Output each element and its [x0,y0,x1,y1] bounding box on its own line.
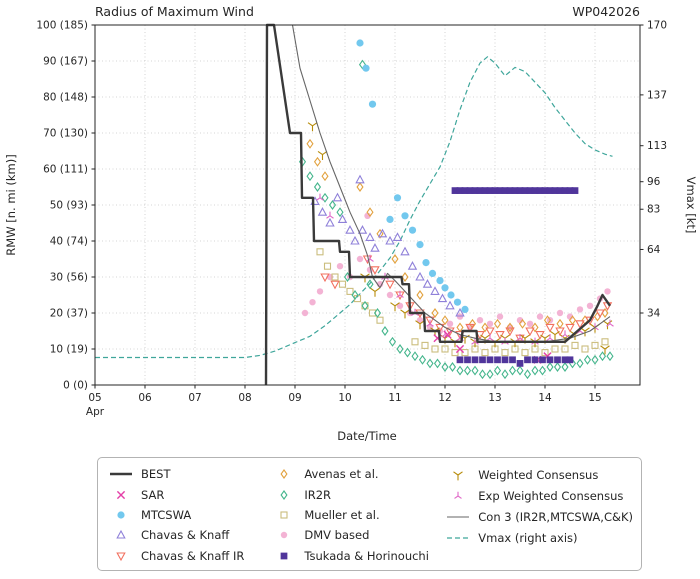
legend-item-exp_weighted_consensus: Exp Weighted Consensus [445,486,635,505]
y-tick-label: 10 (19) [50,344,88,356]
y-tick-label: 80 (148) [43,92,88,104]
legend-column-2: Weighted Consensus Exp Weighted Consensus… [445,465,635,565]
legend-marker-weighted_consensus-icon [453,470,464,480]
x-tick-label: 12 [438,392,451,404]
legend-label-exp_weighted_consensus: Exp Weighted Consensus [478,488,624,503]
legend-item-best: BEST [108,465,271,483]
series-chavas_knaff_ir [320,255,613,344]
x-tick-label: 05 [88,392,101,404]
legend-item-ir2r: IR2R [271,485,445,503]
legend-label-con3: Con 3 (IR2R,MTCSWA,C&K) [478,509,633,524]
y-tick-label: 60 (111) [43,164,88,176]
legend-label-vmax: Vmax (right axis) [478,530,578,545]
legend-label-chavas_knaff: Chavas & Knaff [141,528,230,543]
y2-tick-label: 83 [647,204,660,216]
x-tick-label: 11 [388,392,401,404]
axes: 0 (0) 10 (19) 20 (37) 30 (56) 40 (74) 50 (93)… [36,20,667,419]
legend-item-chavas_knaff_ir: Chavas & Knaff IR [108,547,271,565]
series-dmv [301,212,611,335]
legend: BEST SAR MTCSWA Chavas & Knaff Chavas & Knaf… [97,457,642,571]
legend-item-con3: Con 3 (IR2R,MTCSWA,C&K) [445,507,635,526]
legend-column-1: Avenas et al. IR2R Mueller et al. DMV based… [271,465,445,565]
legend-item-vmax: Vmax (right axis) [445,528,635,547]
legend-item-dmv: DMV based [271,526,445,544]
series-vmax [95,56,613,359]
series-chavas_knaff [310,174,465,317]
legend-label-dmv: DMV based [304,528,370,543]
legend-marker-best-icon [110,473,132,476]
storm-id: WP042026 [572,4,640,19]
legend-marker-mueller-icon [280,511,288,519]
y-tick-label: 100 (185) [36,20,88,32]
legend-marker-tsukada-icon [280,552,288,560]
series-mtcswa [356,39,469,313]
x-tick-label: 07 [188,392,201,404]
y-axis-label-right: Vmax [kt] [684,177,698,234]
x-tick-sublabel: Apr [86,406,105,418]
legend-marker-exp_weighted_consensus-icon [454,491,463,499]
legend-marker-mtcswa-icon [117,511,125,519]
legend-label-mueller: Mueller et al. [304,508,380,523]
x-tick-label: 13 [488,392,501,404]
legend-item-weighted_consensus: Weighted Consensus [445,465,635,484]
legend-column-0: BEST SAR MTCSWA Chavas & Knaff Chavas & Knaf… [108,465,271,565]
y2-tick-label: 64 [647,244,661,256]
legend-label-avenas: Avenas et al. [304,467,379,482]
y-tick-label: 50 (93) [50,200,88,212]
plot-area: 0 (0) 10 (19) 20 (37) 30 (56) 40 (74) 50 (93)… [36,20,667,419]
legend-label-chavas_knaff_ir: Chavas & Knaff IR [141,548,245,563]
legend-marker-chavas_knaff-icon [116,530,126,539]
series-ir2r [298,59,614,380]
x-tick-label: 06 [138,392,152,404]
legend-marker-dmv-icon [281,532,288,539]
y2-tick-label: 34 [647,308,661,320]
y2-tick-label: 113 [647,140,667,152]
x-tick-label: 10 [338,392,351,404]
y2-tick-label: 96 [647,176,661,188]
y-axis-label-left: RMW [n. mi (km)] [4,154,18,255]
y2-tick-label: 137 [647,89,667,101]
y-tick-label: 30 (56) [50,272,88,284]
legend-marker-avenas-icon [280,469,288,480]
legend-label-mtcswa: MTCSWA [141,508,192,523]
y-tick-label: 90 (167) [43,56,88,68]
legend-marker-vmax-icon [447,536,470,539]
legend-label-best: BEST [141,467,171,482]
legend-marker-chavas_knaff_ir-icon [116,552,126,561]
legend-item-sar: SAR [108,485,271,503]
x-tick-label: 09 [288,392,301,404]
legend-label-weighted_consensus: Weighted Consensus [478,467,599,482]
legend-label-ir2r: IR2R [304,487,332,502]
x-tick-label: 14 [538,392,552,404]
legend-item-chavas_knaff: Chavas & Knaff [108,526,271,544]
y-tick-label: 0 (0) [63,380,88,392]
legend-item-mueller: Mueller et al. [271,506,445,524]
y-tick-label: 20 (37) [50,308,88,320]
rmw-chart: Radius of Maximum Wind WP042026 RMW [n. … [4,4,698,443]
y-tick-label: 70 (130) [43,128,88,140]
legend-label-tsukada: Tsukada & Horinouchi [304,548,429,563]
series-tsukada [451,187,579,367]
y2-tick-label: 170 [647,20,667,32]
legend-marker-ir2r-icon [280,489,288,500]
legend-label-sar: SAR [141,487,165,502]
series-best [264,23,611,386]
x-axis-label: Date/Time [337,429,397,443]
legend-marker-con3-icon [447,515,470,518]
x-tick-label: 15 [588,392,601,404]
legend-item-mtcswa: MTCSWA [108,506,271,524]
chart-title: Radius of Maximum Wind [95,4,254,19]
legend-item-avenas: Avenas et al. [271,465,445,483]
series-exp_weighted_consensus [316,193,614,345]
x-tick-label: 08 [238,392,251,404]
legend-marker-sar-icon [116,490,126,499]
legend-item-tsukada: Tsukada & Horinouchi [271,547,445,565]
y-tick-label: 40 (74) [50,236,88,248]
